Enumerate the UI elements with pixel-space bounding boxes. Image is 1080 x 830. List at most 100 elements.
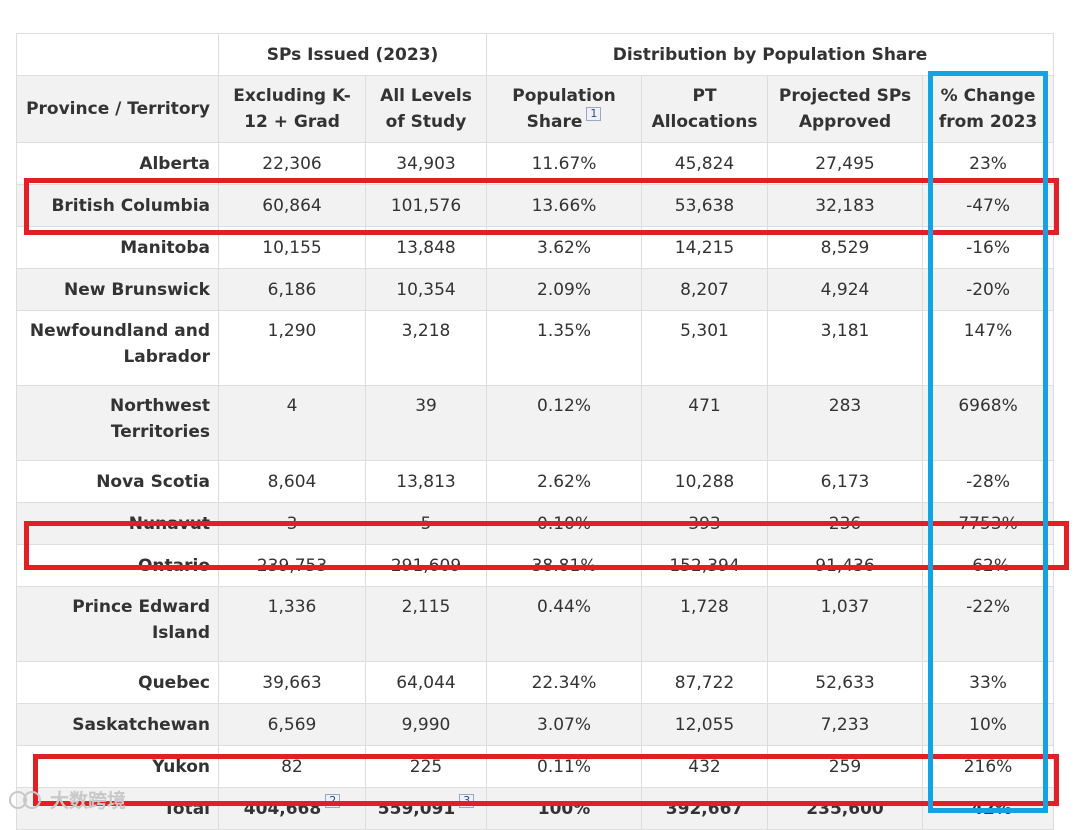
- projected-cell: 7,233: [767, 703, 924, 746]
- change-cell: -28%: [922, 460, 1055, 503]
- group-header-sps-issued: SPs Issued (2023): [217, 33, 488, 76]
- pt-alloc-cell: 87,722: [641, 661, 769, 704]
- table-row: Saskatchewan 6,569 9,990 3.07% 12,055 7,233 10…: [16, 703, 1055, 746]
- table-row: Manitoba 10,155 13,848 3.62% 14,215 8,529 -16%: [16, 226, 1055, 269]
- excluding-cell: 1,336: [218, 586, 366, 662]
- pt-alloc-cell: 14,215: [641, 226, 769, 269]
- all-levels-cell: 10,354: [364, 268, 488, 311]
- excluding-cell: 6,186: [218, 268, 366, 311]
- all-levels-cell: 64,044: [364, 661, 488, 704]
- province-cell: Prince Edward Island: [16, 586, 219, 662]
- all-levels-cell: 5: [364, 502, 488, 545]
- projected-cell: 4,924: [767, 268, 924, 311]
- footnote-link[interactable]: 2: [325, 793, 341, 808]
- pt-alloc-cell: 53,638: [641, 184, 769, 227]
- all-levels-cell: 2,115: [364, 586, 488, 662]
- excluding-cell: 4: [218, 385, 366, 461]
- total-change: -42%: [922, 787, 1055, 830]
- total-row: Total 404,668 2 559,091 3 100% 392,667 235…: [16, 787, 1055, 830]
- all-levels-cell: 39: [364, 385, 488, 461]
- excluding-cell: 82: [218, 745, 366, 788]
- projected-cell: 32,183: [767, 184, 924, 227]
- table-row: Alberta 22,306 34,903 11.67% 45,824 27,495 23%: [16, 142, 1055, 185]
- footnote-link[interactable]: 1: [586, 107, 602, 121]
- pt-alloc-cell: 471: [641, 385, 769, 461]
- excluding-cell: 10,155: [218, 226, 366, 269]
- province-cell: Saskatchewan: [16, 703, 219, 746]
- province-cell: Yukon: [16, 745, 219, 788]
- pop-share-cell: 0.11%: [486, 745, 643, 788]
- projected-cell: 91,436: [767, 544, 924, 587]
- total-excluding: 404,668 2: [218, 787, 366, 830]
- footnote-link[interactable]: 3: [459, 793, 475, 808]
- pop-share-cell: 11.67%: [486, 142, 643, 185]
- total-all-levels-value: 559,091: [377, 798, 456, 819]
- header-blank-cell: [16, 33, 219, 76]
- change-cell: -47%: [922, 184, 1055, 227]
- all-levels-cell: 3,218: [364, 310, 488, 386]
- excluding-cell: 60,864: [218, 184, 366, 227]
- all-levels-cell: 225: [364, 745, 488, 788]
- table-row: Newfoundland and Labrador 1,290 3,218 1.35%…: [16, 310, 1055, 386]
- pt-alloc-cell: 45,824: [641, 142, 769, 185]
- pt-alloc-cell: 10,288: [641, 460, 769, 503]
- change-cell: -22%: [922, 586, 1055, 662]
- projected-cell: 283: [767, 385, 924, 461]
- all-levels-cell: 291,609: [364, 544, 488, 587]
- table-row: Prince Edward Island 1,336 2,115 0.44% 1,728…: [16, 586, 1055, 662]
- change-cell: 23%: [922, 142, 1055, 185]
- province-cell: Newfoundland and Labrador: [16, 310, 219, 386]
- sp-allocation-table: SPs Issued (2023) Distribution by Popula…: [16, 33, 1055, 830]
- change-cell: 10%: [922, 703, 1055, 746]
- excluding-cell: 1,290: [218, 310, 366, 386]
- watermark-text: 大数跨境: [50, 790, 127, 812]
- total-pt-alloc: 392,667: [641, 787, 769, 830]
- pop-share-cell: 1.35%: [486, 310, 643, 386]
- column-header-pt-allocations: PT Allocations: [641, 75, 769, 143]
- province-cell: Nova Scotia: [16, 460, 219, 503]
- table-row: Nova Scotia 8,604 13,813 2.62% 10,288 6,173 -2…: [16, 460, 1055, 503]
- projected-cell: 6,173: [767, 460, 924, 503]
- pop-share-cell: 3.62%: [486, 226, 643, 269]
- column-header-population-share: Population Share 1: [486, 75, 643, 143]
- projected-cell: 52,633: [767, 661, 924, 704]
- projected-cell: 1,037: [767, 586, 924, 662]
- total-excluding-value: 404,668: [243, 798, 322, 819]
- change-cell: 147%: [922, 310, 1055, 386]
- all-levels-cell: 101,576: [364, 184, 488, 227]
- column-header-pct-change: % Change from 2023: [922, 75, 1055, 143]
- total-projected: 235,600: [767, 787, 924, 830]
- all-levels-cell: 13,813: [364, 460, 488, 503]
- table-row: Quebec 39,663 64,044 22.34% 87,722 52,633 33%: [16, 661, 1055, 704]
- column-header-projected: Projected SPs Approved: [767, 75, 924, 143]
- pop-share-cell: 3.07%: [486, 703, 643, 746]
- pop-share-cell: 13.66%: [486, 184, 643, 227]
- pt-alloc-cell: 393: [641, 502, 769, 545]
- excluding-cell: 8,604: [218, 460, 366, 503]
- projected-cell: 259: [767, 745, 924, 788]
- pt-alloc-cell: 432: [641, 745, 769, 788]
- province-cell: Quebec: [16, 661, 219, 704]
- province-cell: Ontario: [16, 544, 219, 587]
- table-row: Nunavut 3 5 0.10% 393 236 7753%: [16, 502, 1055, 545]
- column-header-all-levels: All Levels of Study: [364, 75, 488, 143]
- change-cell: 6968%: [922, 385, 1055, 461]
- pop-share-cell: 2.62%: [486, 460, 643, 503]
- province-cell: British Columbia: [16, 184, 219, 227]
- group-header-distribution: Distribution by Population Share: [486, 33, 1055, 76]
- pt-alloc-cell: 5,301: [641, 310, 769, 386]
- change-cell: -62%: [922, 544, 1055, 587]
- change-cell: -16%: [922, 226, 1055, 269]
- excluding-cell: 6,569: [218, 703, 366, 746]
- projected-cell: 3,181: [767, 310, 924, 386]
- column-header-population-share-label: Population Share: [512, 86, 616, 132]
- column-header-province: Province / Territory: [16, 75, 219, 143]
- change-cell: -20%: [922, 268, 1055, 311]
- pop-share-cell: 0.10%: [486, 502, 643, 545]
- watermark: 大数跨境: [8, 786, 126, 813]
- pt-alloc-cell: 8,207: [641, 268, 769, 311]
- excluding-cell: 239,753: [218, 544, 366, 587]
- pt-alloc-cell: 12,055: [641, 703, 769, 746]
- all-levels-cell: 34,903: [364, 142, 488, 185]
- change-cell: 7753%: [922, 502, 1055, 545]
